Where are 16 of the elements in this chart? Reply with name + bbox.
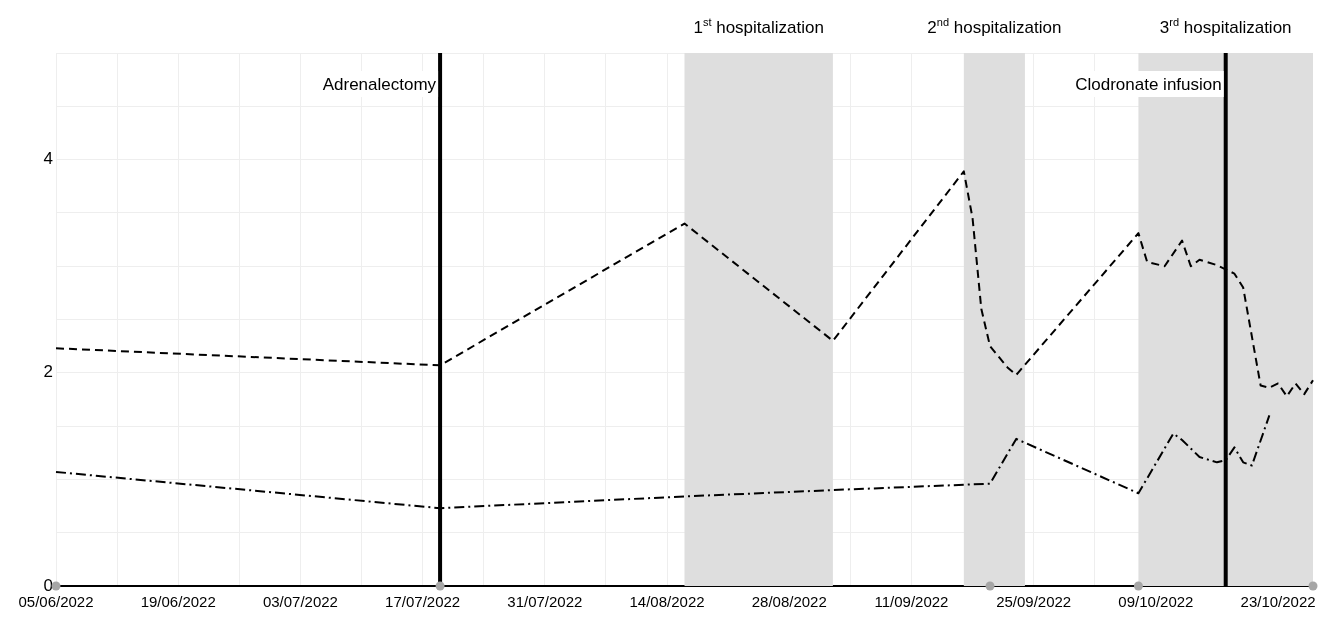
ref-line-label: Adrenalectomy — [322, 74, 437, 94]
ref-line-label: Clodronate infusion — [1075, 74, 1222, 94]
x-tick-label: 03/07/2022 — [262, 593, 338, 611]
y-tick-label: 0 — [43, 575, 53, 595]
x-tick-label: 14/08/2022 — [629, 593, 705, 611]
x-tick-label: 11/09/2022 — [874, 593, 949, 611]
x-tick-label: 25/09/2022 — [996, 593, 1072, 611]
x-tick-label: 19/06/2022 — [140, 593, 216, 611]
y-tick-label: 4 — [43, 149, 53, 169]
y-tick-label: 2 — [43, 362, 53, 382]
x-tick-label: 05/06/2022 — [18, 593, 94, 611]
x-tick-label: 23/10/2022 — [1240, 593, 1316, 611]
x-tick-label: 28/08/2022 — [751, 593, 827, 611]
x-tick-label: 31/07/2022 — [507, 593, 583, 611]
x-tick-label: 17/07/2022 — [385, 593, 461, 611]
x-tick-label: 09/10/2022 — [1118, 593, 1194, 611]
